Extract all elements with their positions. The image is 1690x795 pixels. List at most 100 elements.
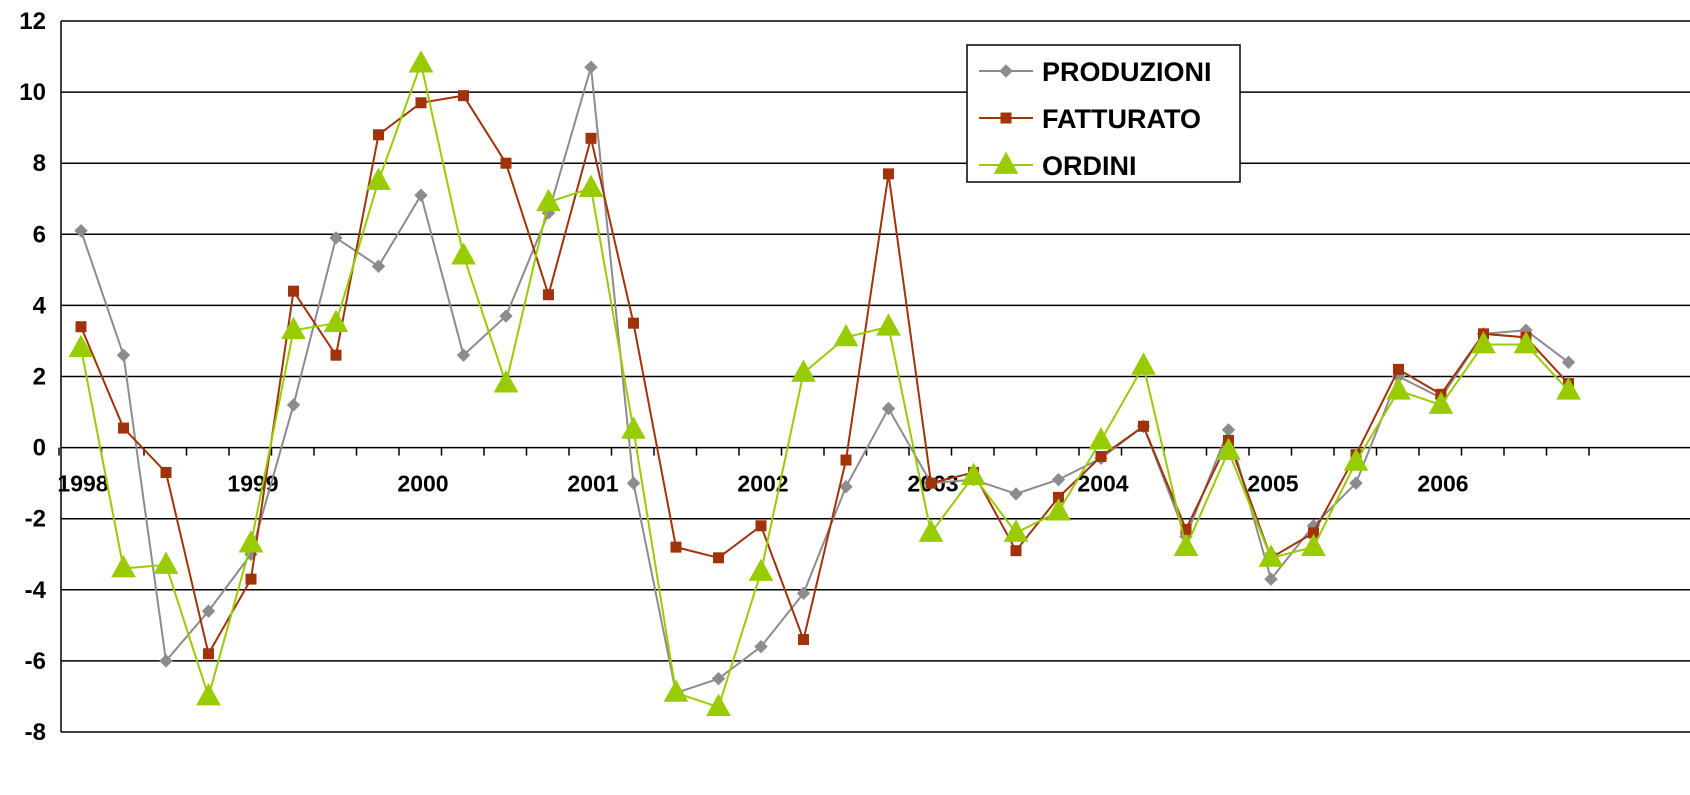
y-tick-label: -2: [25, 506, 46, 533]
data-point-produzioni: [499, 309, 513, 323]
data-point-fatturato: [373, 129, 384, 141]
data-point-ordini: [1556, 377, 1581, 400]
data-point-ordini: [111, 555, 136, 578]
data-point-ordini: [578, 174, 604, 197]
x-tick-label: 2005: [1247, 471, 1298, 497]
y-axis-labels: -8 -6 -4 -2 0 2 4 6 8 10 12: [19, 8, 46, 746]
data-point-fatturato: [160, 466, 172, 478]
data-point-fatturato: [1010, 545, 1022, 557]
data-point-produzioni: [796, 586, 811, 601]
data-point-ordini: [1386, 377, 1411, 400]
data-point-ordini: [1343, 448, 1369, 471]
legend-label-produzioni: PRODUZIONI: [1042, 57, 1212, 87]
y-tick-label: -8: [25, 719, 46, 746]
series-ordini: [68, 50, 1581, 717]
series-line-produzioni: [80, 66, 1570, 695]
data-point-ordini: [1173, 533, 1199, 557]
data-point-fatturato: [925, 477, 937, 489]
data-point-produzioni: [1349, 476, 1363, 490]
y-tick-label: 6: [33, 221, 46, 248]
data-point-fatturato: [330, 349, 342, 361]
legend-marker-fatturato: [1000, 112, 1012, 124]
data-point-produzioni: [1264, 572, 1278, 586]
data-point-ordini: [493, 370, 519, 393]
data-point-ordini: [1471, 331, 1496, 354]
data-point-produzioni: [1561, 355, 1576, 369]
data-point-ordini: [1003, 519, 1029, 542]
data-point-ordini: [833, 323, 859, 347]
data-point-ordini: [1301, 533, 1326, 557]
data-point-produzioni: [754, 639, 768, 654]
data-point-ordini: [68, 334, 94, 357]
x-axis-labels: 199819992000200120022003200420052006: [57, 471, 1468, 497]
series-line-fatturato: [80, 94, 1570, 657]
data-point-fatturato: [840, 454, 852, 466]
data-point-ordini: [366, 167, 391, 190]
data-point-ordini: [281, 316, 306, 340]
data-point-fatturato: [118, 422, 129, 434]
data-point-produzioni: [286, 398, 301, 412]
data-point-ordini: [1216, 437, 1241, 461]
data-point-produzioni: [456, 348, 471, 362]
x-tick-label: 2000: [397, 471, 448, 497]
data-point-ordini: [238, 530, 264, 553]
data-point-fatturato: [245, 573, 257, 585]
y-tick-label: 10: [19, 79, 46, 106]
data-point-produzioni: [1051, 472, 1066, 487]
data-point-produzioni: [1221, 423, 1236, 437]
y-tick-label: 2: [33, 364, 46, 391]
data-point-ordini: [621, 416, 646, 439]
data-point-fatturato: [1138, 420, 1149, 432]
data-point-produzioni: [116, 348, 131, 362]
series-fatturato: [75, 90, 1574, 660]
data-point-produzioni: [584, 60, 598, 74]
x-tick-label: 1998: [57, 471, 108, 497]
data-point-produzioni: [839, 479, 853, 494]
data-point-fatturato: [500, 157, 512, 169]
series-layer: [68, 50, 1581, 717]
data-point-ordini: [1258, 544, 1284, 567]
data-point-ordini: [961, 462, 986, 485]
data-point-fatturato: [628, 317, 639, 329]
y-tick-label: -6: [25, 648, 46, 675]
data-point-fatturato: [713, 552, 724, 564]
y-tick-label: 8: [33, 150, 46, 177]
data-point-ordini: [196, 683, 221, 706]
data-point-ordini: [408, 50, 434, 73]
data-point-fatturato: [458, 90, 469, 102]
data-point-fatturato: [1393, 363, 1404, 375]
data-point-ordini: [1428, 391, 1454, 414]
series-line-ordini: [80, 60, 1570, 709]
data-point-ordini: [663, 679, 689, 702]
x-tick-label: 2001: [567, 471, 618, 497]
data-point-ordini: [918, 519, 944, 542]
data-point-produzioni: [329, 231, 343, 245]
data-point-produzioni: [881, 401, 896, 416]
legend-marker-produzioni: [999, 64, 1013, 78]
grid-lines: [61, 20, 1690, 733]
data-point-fatturato: [1095, 450, 1107, 462]
y-tick-label: 0: [33, 435, 46, 462]
y-tick-label: 12: [19, 8, 46, 35]
data-point-ordini: [153, 551, 179, 574]
data-point-produzioni: [414, 188, 428, 202]
data-point-produzioni: [159, 654, 173, 668]
data-point-fatturato: [288, 285, 299, 297]
data-point-ordini: [791, 359, 816, 382]
data-point-ordini: [876, 313, 901, 336]
data-point-ordini: [1131, 352, 1156, 375]
data-point-ordini: [1513, 331, 1539, 354]
legend-box: [966, 44, 1241, 183]
data-point-ordini: [323, 309, 349, 333]
data-point-produzioni: [711, 671, 726, 686]
data-point-produzioni: [201, 604, 216, 618]
data-point-ordini: [748, 558, 774, 581]
data-point-produzioni: [74, 224, 88, 238]
data-point-ordini: [451, 242, 476, 265]
x-tick-label: 2006: [1417, 471, 1468, 497]
data-point-fatturato: [543, 289, 554, 301]
data-point-ordini: [1046, 498, 1071, 521]
y-tick-label: -4: [25, 577, 47, 604]
data-point-fatturato: [670, 541, 682, 553]
